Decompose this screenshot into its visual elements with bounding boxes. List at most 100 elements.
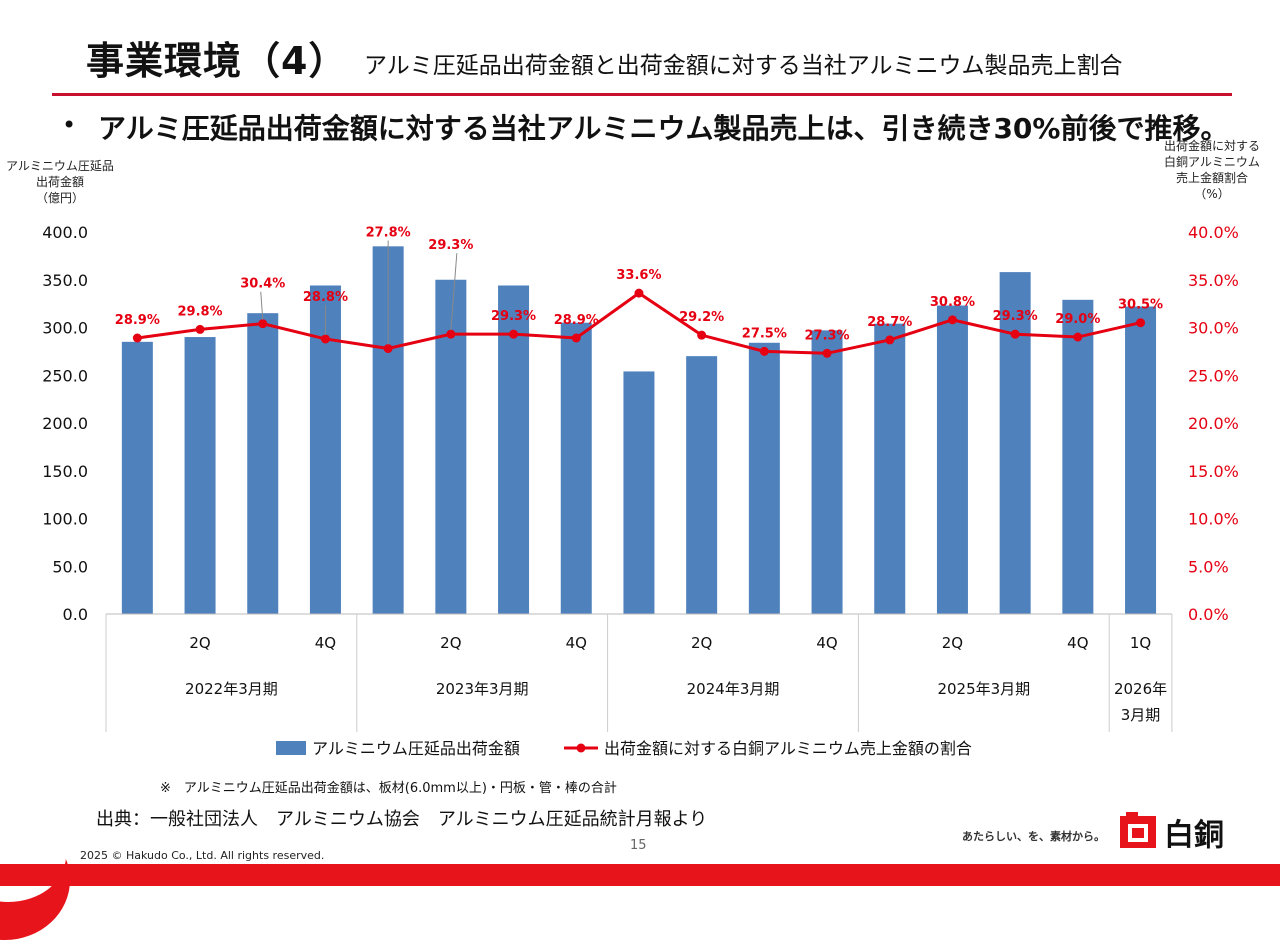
ratio-data-label: 29.3% [993,309,1038,324]
bar [121,341,153,614]
ratio-data-label: 29.8% [177,304,222,319]
brand-name: 白銅 [1164,818,1224,853]
page-subtitle: アルミ圧延品出荷金額と出荷金額に対する当社アルミニウム製品売上割合 [364,53,1123,79]
bar [999,272,1031,614]
bar [686,356,718,614]
page-title: 事業環境（4） [86,39,348,83]
ratio-point [885,335,895,345]
y-right-axis-title: 出荷金額に対する [1164,138,1260,153]
quarter-label: 4Q [1067,634,1088,652]
data-label-leader [260,291,264,320]
fiscal-year-label: 3月期 [1121,706,1161,724]
ratio-data-label: 29.3% [428,238,473,253]
ratio-point [1136,318,1146,328]
company-logo-icon [1120,812,1156,848]
bar [560,322,592,614]
y-left-tick-label: 150.0 [42,462,88,481]
quarter-label: 2Q [440,634,461,652]
y-right-axis-title: 白銅アルミニウム [1164,154,1260,169]
y-right-tick-label: 15.0% [1188,462,1239,481]
y-left-tick-label: 250.0 [42,366,88,385]
legend-line-marker [576,743,586,753]
y-right-tick-label: 25.0% [1188,366,1239,385]
y-right-tick-label: 35.0% [1188,271,1239,290]
y-right-tick-label: 10.0% [1188,510,1239,529]
bar [184,337,216,614]
y-left-tick-label: 350.0 [42,271,88,290]
ratio-point [320,334,330,344]
footer-band [0,864,1280,886]
bar [498,285,530,614]
y-left-axis-title: 出荷金額 [36,174,84,189]
ratio-data-label: 33.6% [616,268,661,283]
y-left-axis-title: （億円） [36,191,84,205]
footnote: ※ アルミニウム圧延品出荷金額は、板材(6.0mm以上)・円板・管・棒の合計 [160,781,617,796]
ratio-data-label: 30.4% [240,277,285,292]
quarter-label: 4Q [566,634,587,652]
ratio-data-label: 29.3% [491,309,536,324]
y-right-axis-title: （%） [1194,187,1229,201]
legend-bar-swatch [276,741,306,755]
fiscal-year-label: 2024年3月期 [687,680,780,698]
ratio-data-label: 27.5% [742,326,787,341]
ratio-data-label: 27.8% [366,226,411,241]
ratio-data-label: 30.5% [1118,298,1163,313]
quarter-label: 4Q [816,634,837,652]
fiscal-year-label: 2022年3月期 [185,680,278,698]
y-right-tick-label: 30.0% [1188,319,1239,338]
bar [748,342,780,614]
tagline: あたらしい、を、素材から。 [962,830,1105,843]
copyright: 2025 © Hakudo Co., Ltd. All rights reser… [80,849,325,862]
ratio-data-label: 28.8% [303,290,348,305]
ratio-data-label: 28.7% [867,315,912,330]
fiscal-year-label: 2023年3月期 [436,680,529,698]
y-left-tick-label: 100.0 [42,510,88,529]
y-right-tick-label: 20.0% [1188,414,1239,433]
ratio-point [947,315,957,325]
fiscal-year-label: 2025年3月期 [937,680,1030,698]
ratio-point [132,333,142,343]
ratio-data-label: 28.9% [115,313,160,328]
ratio-point [258,319,268,329]
ratio-line [137,291,1141,355]
y-right-axis-title: 売上金額割合 [1176,170,1248,185]
ratio-point [571,333,581,343]
source-note: 出典：一般社団法人 アルミニウム協会 アルミニウム圧延品統計月報より [96,809,708,830]
ratio-point [383,344,393,354]
bar [1125,306,1157,614]
ratio-data-label: 28.9% [554,313,599,328]
y-right-tick-label: 40.0% [1188,223,1239,242]
quarter-label: 2Q [189,634,210,652]
quarter-label: 4Q [315,634,336,652]
y-left-tick-label: 300.0 [42,319,88,338]
ratio-data-label: 29.0% [1055,312,1100,327]
y-left-tick-label: 0.0 [63,605,88,624]
ratio-point [195,324,205,334]
bullet-text: アルミ圧延品出荷金額に対する当社アルミニウム製品売上は、引き続き30%前後で推移… [98,112,1229,145]
y-left-tick-label: 200.0 [42,414,88,433]
ratio-data-label: 29.2% [679,310,724,325]
y-right-tick-label: 0.0% [1188,605,1229,624]
ratio-point [634,288,644,298]
ratio-point [1010,329,1020,339]
bar [247,313,279,614]
ratio-point [509,329,519,339]
ratio-data-label: 27.3% [804,328,849,343]
ratio-point [822,348,832,358]
fiscal-year-label: 2026年 [1114,680,1167,698]
data-label-leader [450,253,458,331]
y-left-tick-label: 400.0 [42,223,88,242]
bullet-mark: • [62,111,77,139]
ratio-point [446,329,456,339]
title-divider [52,93,1232,96]
ratio-point [759,346,769,356]
bar [874,323,906,614]
quarter-label: 2Q [691,634,712,652]
bar [811,330,843,614]
ratio-data-label: 30.8% [930,295,975,310]
bar [623,371,655,614]
page-number: 15 [630,838,647,853]
y-left-tick-label: 50.0 [52,557,88,576]
ratio-point [1073,332,1083,342]
